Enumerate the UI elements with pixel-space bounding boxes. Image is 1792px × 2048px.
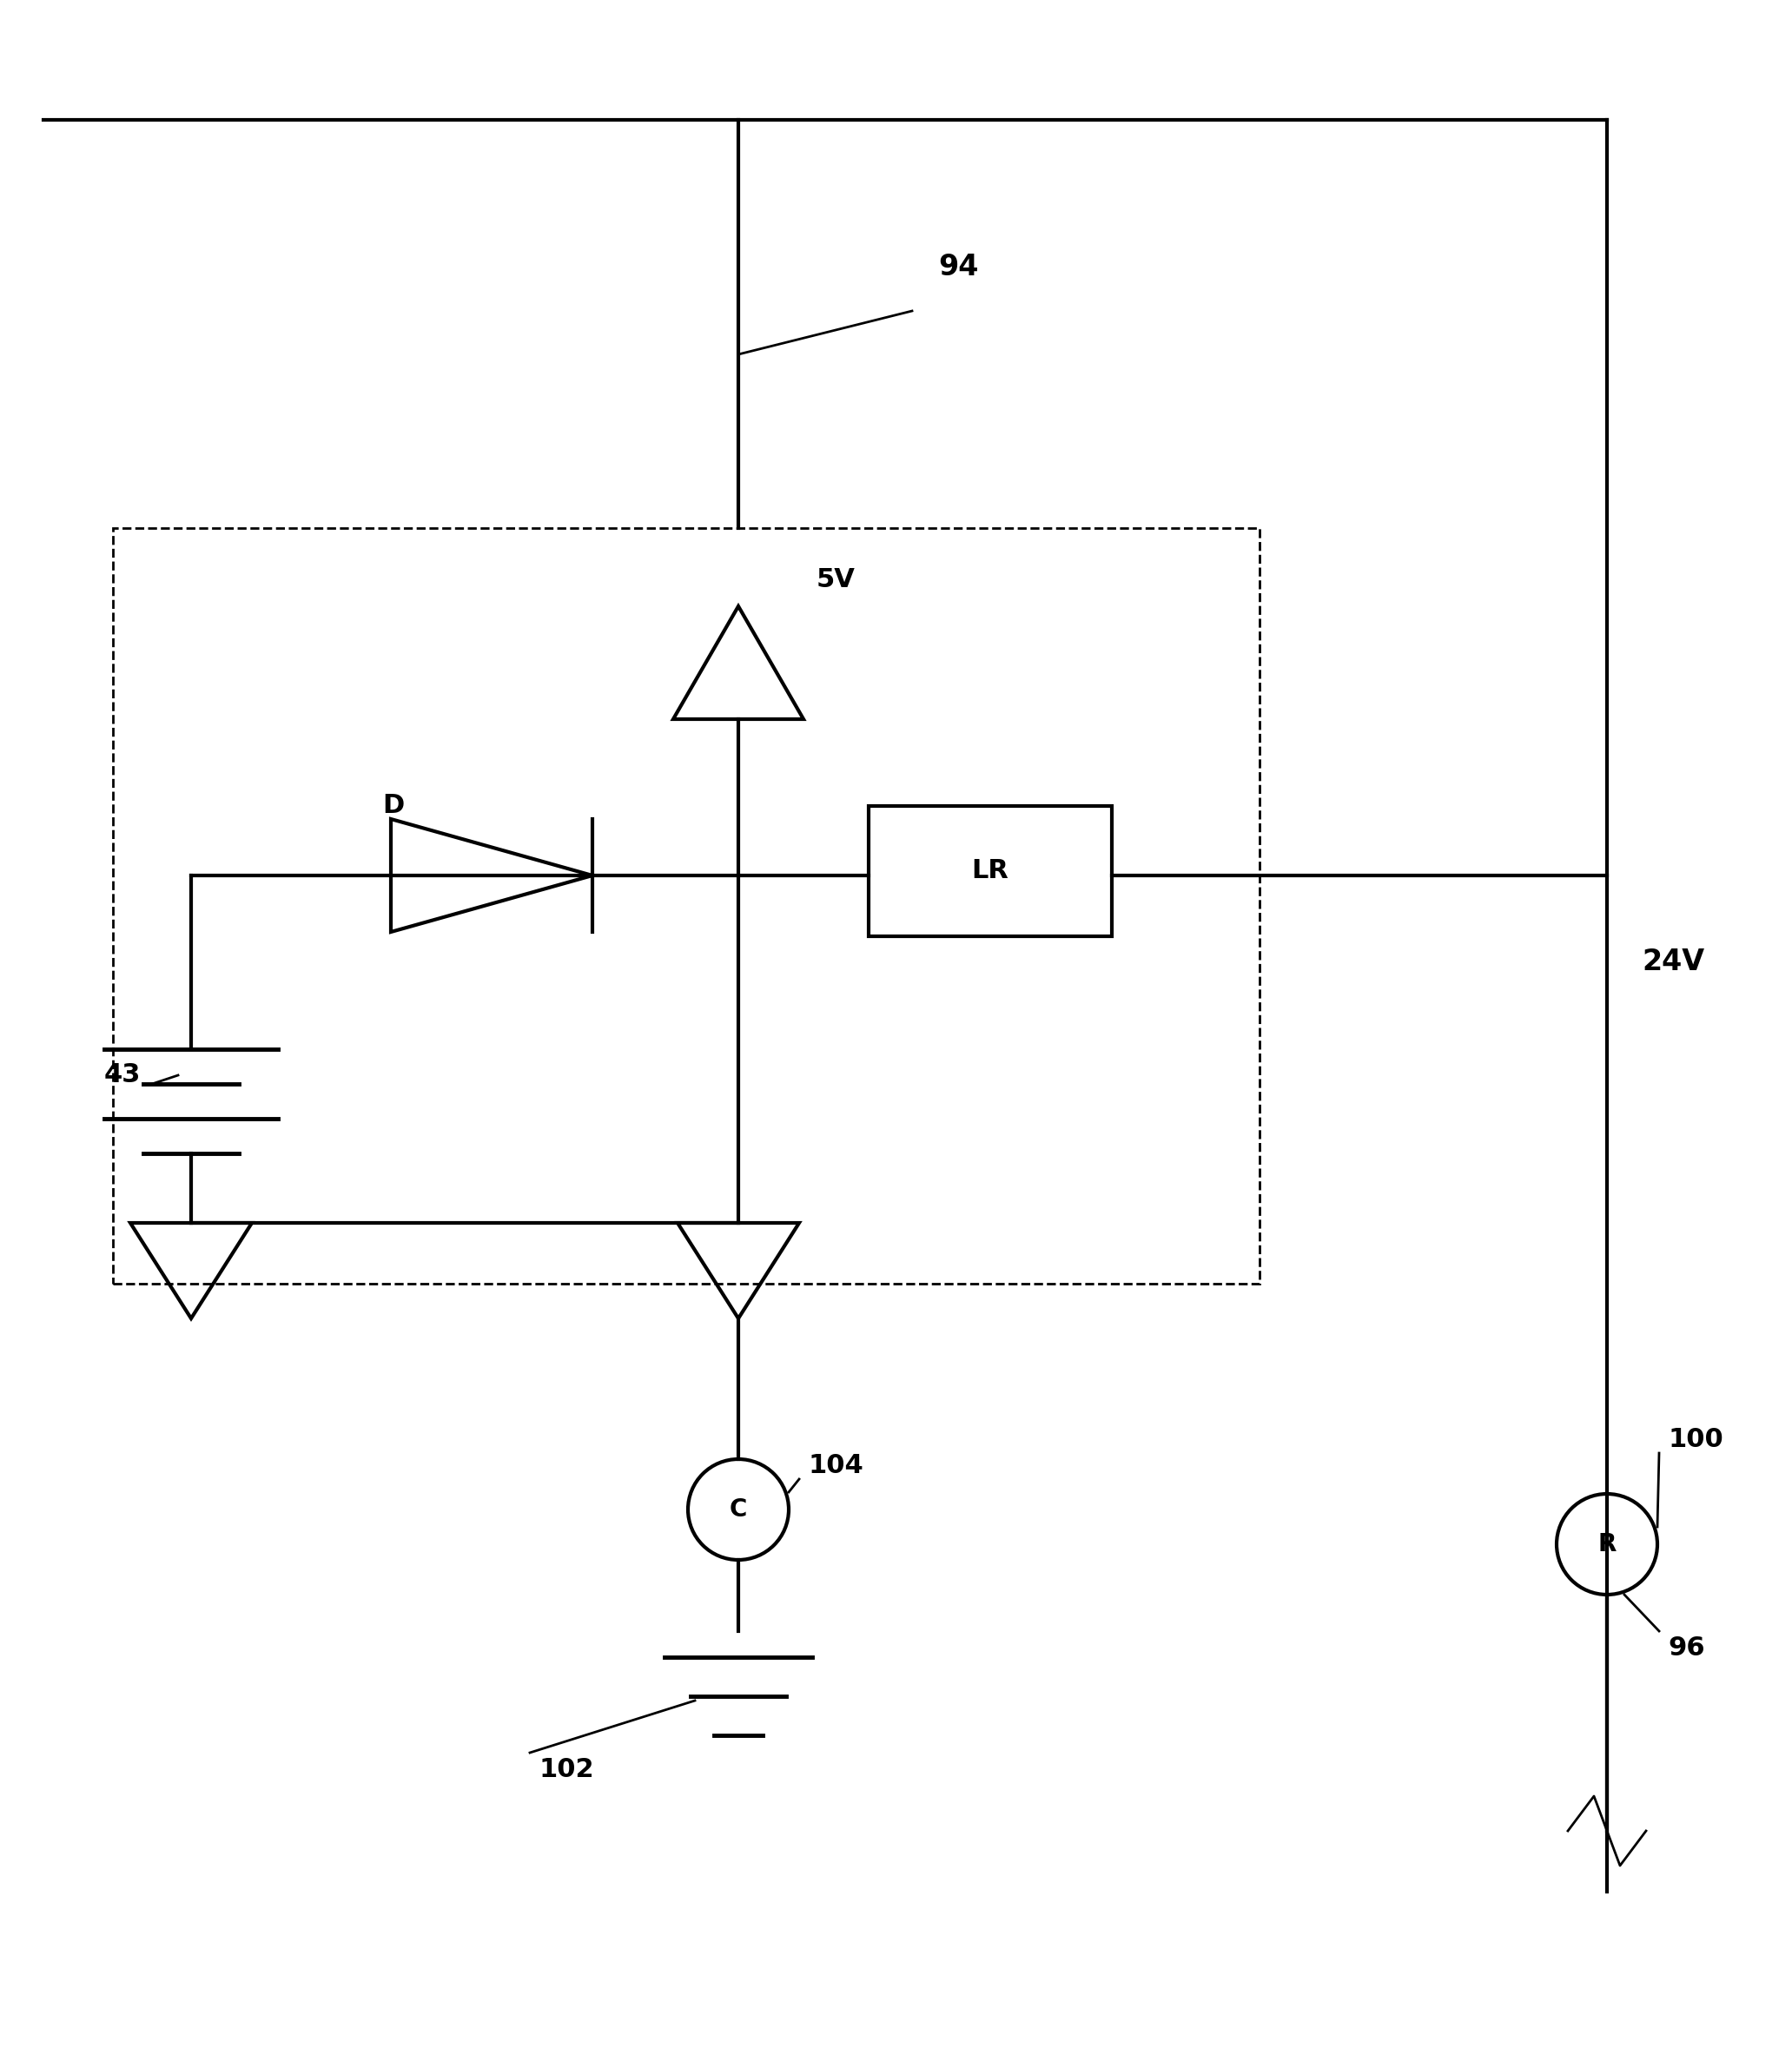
Text: 96: 96 bbox=[1668, 1636, 1704, 1661]
Circle shape bbox=[1557, 1493, 1658, 1595]
Text: 94: 94 bbox=[939, 254, 978, 283]
Text: 5V: 5V bbox=[817, 567, 855, 592]
Text: 104: 104 bbox=[808, 1454, 864, 1479]
Text: 24V: 24V bbox=[1641, 948, 1704, 977]
Text: D: D bbox=[382, 793, 405, 819]
Text: 102: 102 bbox=[539, 1757, 593, 1782]
Text: 43: 43 bbox=[104, 1063, 142, 1087]
Bar bbox=[869, 807, 1111, 936]
Text: 100: 100 bbox=[1668, 1427, 1724, 1452]
Text: LR: LR bbox=[971, 858, 1009, 885]
Text: R: R bbox=[1598, 1532, 1616, 1556]
Circle shape bbox=[688, 1458, 788, 1561]
Text: C: C bbox=[729, 1497, 747, 1522]
